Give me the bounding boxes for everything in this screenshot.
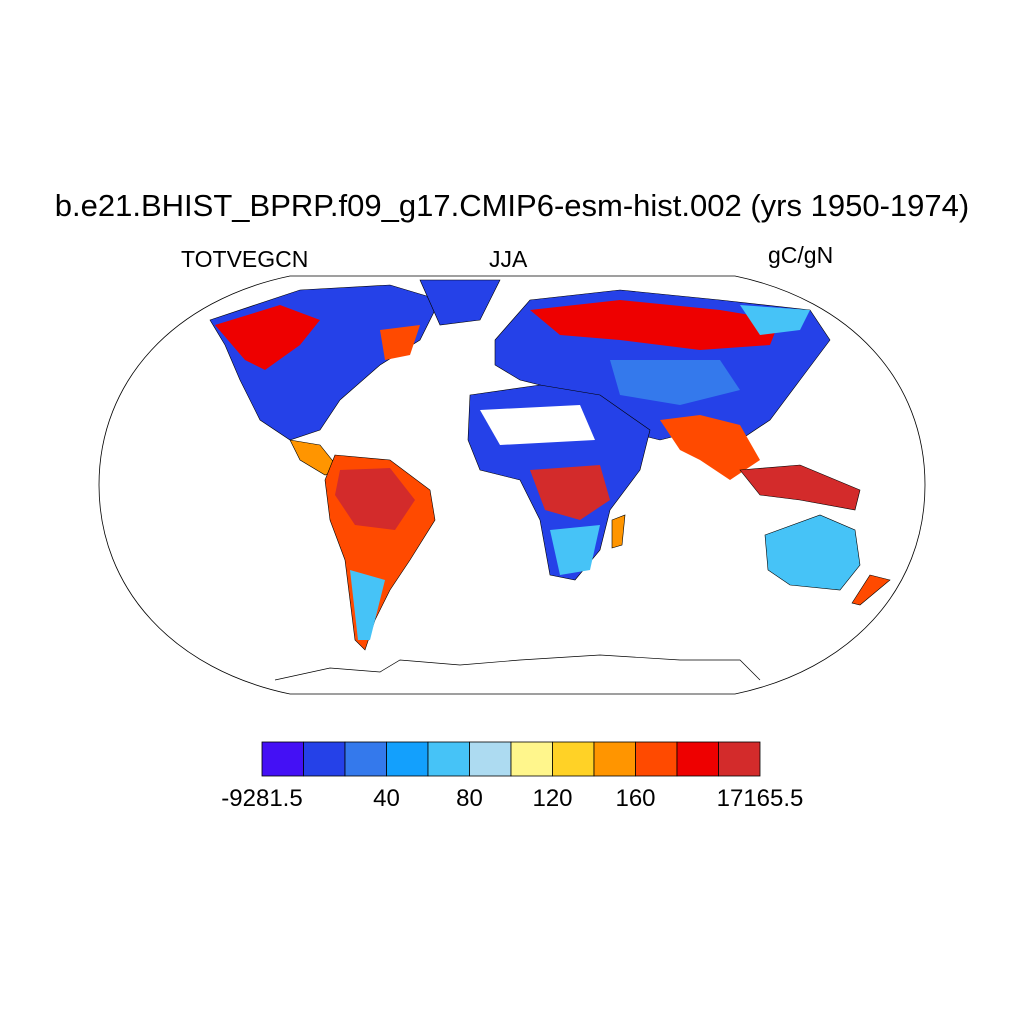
colorbar-box-2 bbox=[344, 741, 387, 777]
map-boundary bbox=[98, 275, 926, 695]
region-indonesia bbox=[739, 464, 861, 511]
region-sahara-missing bbox=[480, 405, 595, 445]
region-southern-africa bbox=[550, 525, 600, 575]
region-greenland bbox=[419, 279, 501, 326]
plot-title: b.e21.BHIST_BPRP.f09_g17.CMIP6-esm-hist.… bbox=[54, 188, 970, 223]
region-madagascar bbox=[611, 514, 626, 549]
region-north-america bbox=[209, 284, 441, 441]
colorbar-label: 80 bbox=[456, 785, 483, 812]
region-east-canada bbox=[380, 325, 420, 360]
colorbar-box-11 bbox=[718, 741, 761, 777]
variable-label: TOTVEGCN bbox=[181, 246, 309, 272]
map-field bbox=[209, 279, 891, 681]
colorbar bbox=[261, 741, 761, 777]
colorbar-box-10 bbox=[676, 741, 719, 777]
colorbar-box-6 bbox=[510, 741, 553, 777]
colorbar-label: 40 bbox=[373, 785, 400, 812]
antarctica-coastline bbox=[274, 654, 761, 681]
colorbar-box-0 bbox=[261, 741, 304, 777]
region-siberia bbox=[530, 300, 780, 350]
colorbar-label: 160 bbox=[615, 785, 656, 812]
colorbar-box-7 bbox=[552, 741, 595, 777]
colorbar-box-5 bbox=[469, 741, 512, 777]
region-central-africa bbox=[530, 465, 610, 520]
colorbar-label: -9281.5 bbox=[221, 785, 303, 812]
region-australia bbox=[764, 514, 861, 591]
colorbar-box-8 bbox=[593, 741, 636, 777]
region-east-siberia bbox=[740, 305, 810, 335]
region-patagonia bbox=[350, 570, 385, 640]
region-south-asia bbox=[660, 415, 760, 480]
region-central-asia bbox=[610, 360, 740, 405]
region-boreal-na bbox=[215, 305, 320, 370]
season-label: JJA bbox=[489, 246, 528, 272]
region-new-zealand bbox=[851, 574, 891, 606]
colorbar-box-9 bbox=[635, 741, 678, 777]
colorbar-label: 120 bbox=[532, 785, 573, 812]
colorbar-box-1 bbox=[303, 741, 346, 777]
colorbar-box-4 bbox=[427, 741, 470, 777]
region-amazon bbox=[335, 468, 415, 530]
units-label: gC/gN bbox=[768, 242, 834, 268]
colorbar-box-3 bbox=[386, 741, 429, 777]
colorbar-label: 17165.5 bbox=[716, 785, 804, 812]
